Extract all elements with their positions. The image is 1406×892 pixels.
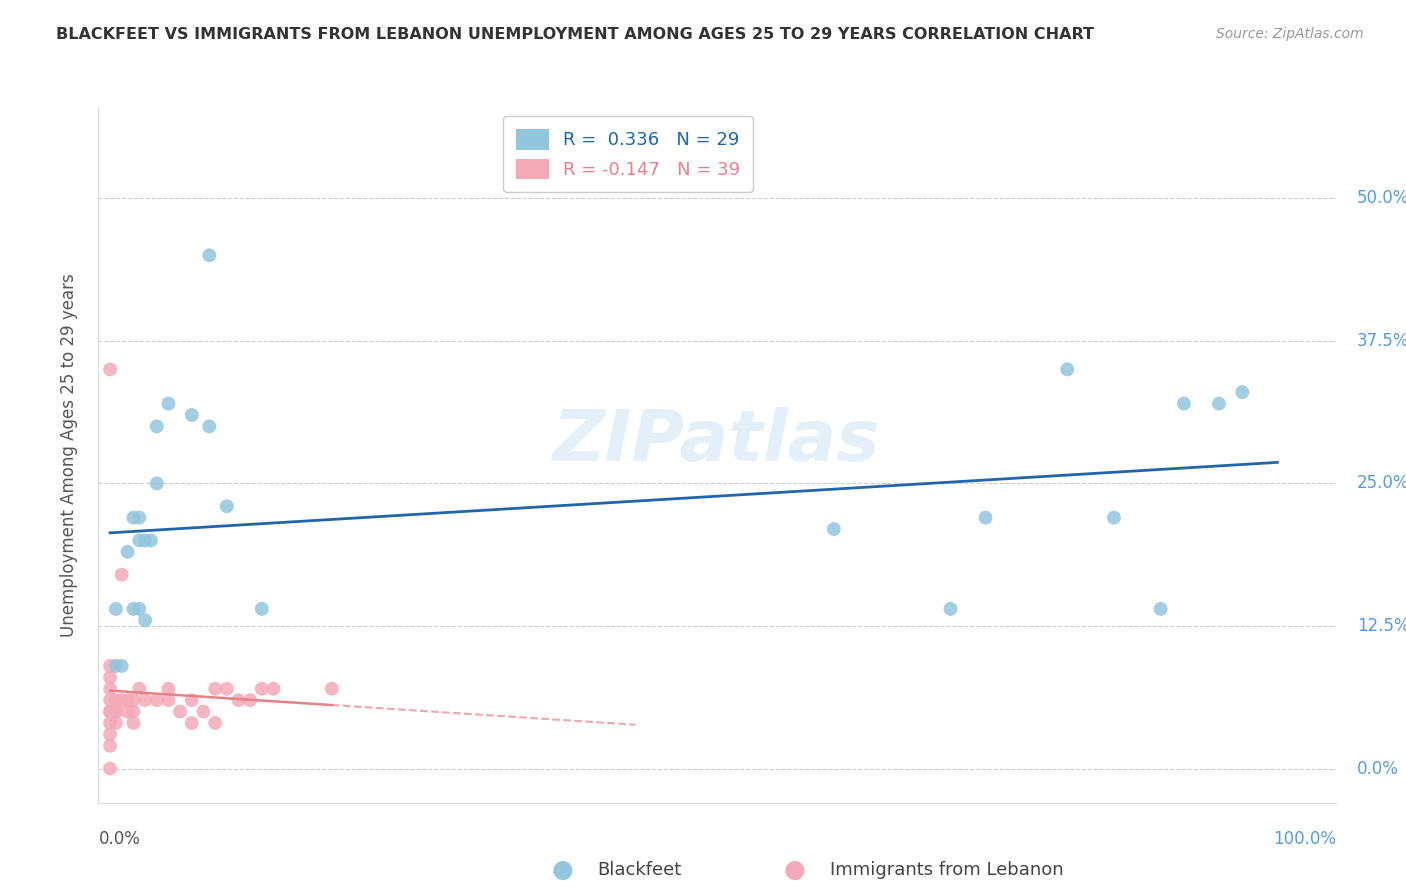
Text: 37.5%: 37.5% [1357, 332, 1406, 350]
Point [128, 602, 150, 616]
Text: Source: ZipAtlas.com: Source: ZipAtlas.com [1216, 27, 1364, 41]
Point [169, 705, 191, 719]
Point [104, 705, 127, 719]
Point [1173, 396, 1195, 410]
Point [321, 681, 343, 696]
Point [215, 681, 238, 696]
Point [104, 715, 127, 730]
Text: 12.5%: 12.5% [1357, 617, 1406, 635]
Point [146, 476, 169, 491]
Point [104, 693, 127, 707]
Point [228, 693, 250, 707]
Point [157, 396, 180, 410]
Point [180, 408, 202, 422]
Point [146, 419, 169, 434]
Text: ZIPatlas: ZIPatlas [554, 407, 880, 475]
Point [157, 693, 180, 707]
Point [98, 670, 121, 684]
Point [146, 693, 169, 707]
Point [111, 659, 134, 673]
Point [98, 681, 121, 696]
Text: Blackfeet: Blackfeet [598, 861, 682, 879]
Point [98, 762, 121, 776]
Point [98, 727, 121, 741]
Point [128, 510, 150, 524]
Text: ●: ● [783, 858, 806, 881]
Point [98, 715, 121, 730]
Point [139, 533, 162, 548]
Point [98, 705, 121, 719]
Point [98, 659, 121, 673]
Point [1208, 396, 1230, 410]
Point [128, 681, 150, 696]
Point [98, 693, 121, 707]
Point [263, 681, 285, 696]
Point [98, 362, 121, 376]
Point [117, 705, 139, 719]
Point [1056, 362, 1078, 376]
Point [98, 705, 121, 719]
Point [104, 602, 127, 616]
Point [250, 602, 273, 616]
Text: BLACKFEET VS IMMIGRANTS FROM LEBANON UNEMPLOYMENT AMONG AGES 25 TO 29 YEARS CORR: BLACKFEET VS IMMIGRANTS FROM LEBANON UNE… [56, 27, 1094, 42]
Point [104, 705, 127, 719]
Point [823, 522, 845, 536]
Point [215, 500, 238, 514]
Legend: R =  0.336   N = 29, R = -0.147   N = 39: R = 0.336 N = 29, R = -0.147 N = 39 [503, 116, 752, 192]
Point [98, 739, 121, 753]
Point [134, 613, 156, 627]
Point [939, 602, 962, 616]
Point [974, 510, 997, 524]
Point [1102, 510, 1125, 524]
Text: 0.0%: 0.0% [1357, 760, 1399, 778]
Point [122, 510, 145, 524]
Point [117, 545, 139, 559]
Y-axis label: Unemployment Among Ages 25 to 29 years: Unemployment Among Ages 25 to 29 years [59, 273, 77, 637]
Point [111, 693, 134, 707]
Point [128, 533, 150, 548]
Point [1232, 385, 1254, 400]
Text: 0.0%: 0.0% [98, 830, 141, 847]
Point [198, 419, 221, 434]
Point [204, 681, 226, 696]
Text: 50.0%: 50.0% [1357, 189, 1406, 207]
Point [198, 248, 221, 262]
Point [122, 602, 145, 616]
Text: ●: ● [551, 858, 574, 881]
Point [122, 715, 145, 730]
Point [180, 715, 202, 730]
Point [193, 705, 215, 719]
Point [134, 533, 156, 548]
Point [122, 693, 145, 707]
Point [157, 681, 180, 696]
Point [104, 659, 127, 673]
Point [204, 715, 226, 730]
Point [180, 693, 202, 707]
Text: Immigrants from Lebanon: Immigrants from Lebanon [830, 861, 1063, 879]
Point [239, 693, 262, 707]
Point [111, 567, 134, 582]
Point [134, 693, 156, 707]
Point [250, 681, 273, 696]
Point [117, 693, 139, 707]
Text: 25.0%: 25.0% [1357, 475, 1406, 492]
Point [122, 705, 145, 719]
Text: 100.0%: 100.0% [1272, 830, 1336, 847]
Point [1149, 602, 1171, 616]
